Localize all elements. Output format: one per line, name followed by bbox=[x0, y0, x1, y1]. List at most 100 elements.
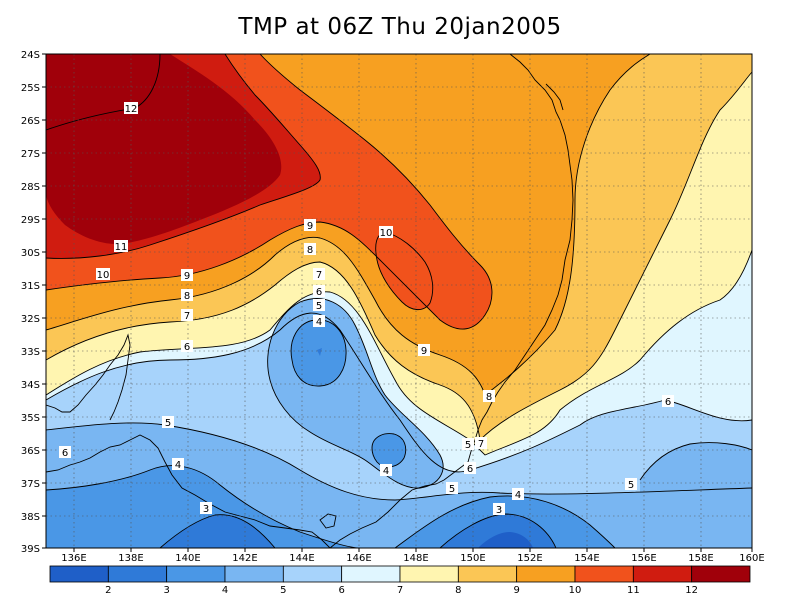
lat-tick-label: 32S bbox=[21, 314, 40, 325]
contour-label: 7 bbox=[313, 268, 325, 281]
contour-label: 6 bbox=[59, 446, 71, 459]
lat-tick-label: 26S bbox=[21, 116, 40, 127]
band-8-9 bbox=[46, 54, 752, 440]
lat-axis: 24S 25S 26S 27S 28S 29S 30S 31S 32S 33S … bbox=[21, 50, 46, 555]
svg-text:7: 7 bbox=[184, 311, 190, 322]
colorbar: 2 3 4 5 6 7 8 9 10 11 12 bbox=[49, 565, 751, 596]
band-lt-2-se bbox=[478, 532, 533, 548]
contour-label: 9 bbox=[304, 219, 316, 232]
contour-label: 9 bbox=[181, 269, 193, 282]
colorbar-swatch bbox=[224, 565, 284, 583]
contour-label: 5 bbox=[162, 416, 174, 429]
lat-tick-label: 25S bbox=[21, 83, 40, 94]
colorbar-swatch bbox=[516, 565, 576, 583]
contour-label: 4 bbox=[172, 458, 184, 471]
contour-label: 4 bbox=[380, 464, 392, 477]
svg-text:9: 9 bbox=[421, 346, 427, 357]
plot-frame bbox=[45, 53, 753, 549]
svg-text:4: 4 bbox=[175, 460, 181, 471]
colorbar-label: 3 bbox=[163, 585, 169, 596]
contour-label: 9 bbox=[418, 344, 430, 357]
contour-label: 6 bbox=[313, 285, 325, 298]
colorbar-swatch bbox=[282, 565, 343, 583]
grid bbox=[46, 54, 752, 548]
svg-text:5: 5 bbox=[316, 301, 322, 312]
contour-label-group: 12 11 10 9 8 7 6 5 4 3 10 9 8 9 8 7 6 5 … bbox=[59, 102, 674, 516]
colorbar-label: 7 bbox=[397, 585, 403, 596]
svg-text:4: 4 bbox=[316, 317, 322, 328]
svg-text:11: 11 bbox=[115, 242, 128, 253]
band-9-10 bbox=[46, 54, 650, 395]
colorbar-swatch bbox=[166, 565, 226, 583]
svg-text:3: 3 bbox=[496, 505, 502, 516]
colorbar-label: 5 bbox=[280, 585, 286, 596]
band-6-7 bbox=[46, 250, 752, 472]
lon-tick-label: 160E bbox=[739, 553, 764, 564]
svg-text:5: 5 bbox=[465, 440, 471, 451]
colorbar-swatch bbox=[632, 565, 693, 583]
svg-text:7: 7 bbox=[316, 270, 322, 281]
lon-tick-label: 144E bbox=[289, 553, 314, 564]
colorbar-label: 2 bbox=[105, 585, 111, 596]
contour-label: 3 bbox=[493, 503, 505, 516]
lat-tick-label: 29S bbox=[21, 215, 40, 226]
lat-tick-label: 33S bbox=[21, 347, 40, 358]
contour-label: 5 bbox=[313, 299, 325, 312]
lon-tick-label: 140E bbox=[175, 553, 200, 564]
lon-axis: 136E 138E 140E 142E 144E 146E 148E 150E … bbox=[61, 548, 765, 564]
svg-text:5: 5 bbox=[165, 418, 171, 429]
lat-tick-label: 39S bbox=[21, 544, 40, 555]
lat-tick-label: 28S bbox=[21, 182, 40, 193]
lon-tick-label: 150E bbox=[460, 553, 485, 564]
contour-label: 5 bbox=[462, 438, 474, 451]
lon-tick-label: 146E bbox=[346, 553, 371, 564]
chart-title: TMP at 06Z Thu 20jan2005 bbox=[238, 14, 562, 40]
contour-label: 8 bbox=[181, 289, 193, 302]
colorbar-label: 6 bbox=[338, 585, 344, 596]
lon-tick-label: 156E bbox=[631, 553, 656, 564]
colorbar-swatch bbox=[49, 565, 109, 583]
svg-text:7: 7 bbox=[478, 439, 484, 450]
lat-tick-label: 37S bbox=[21, 479, 40, 490]
lon-tick-label: 138E bbox=[118, 553, 143, 564]
band-4-5-east bbox=[640, 442, 752, 500]
lat-tick-label: 27S bbox=[21, 149, 40, 160]
contour-label: 6 bbox=[662, 395, 674, 408]
band-2-3-center bbox=[317, 348, 322, 356]
coastline bbox=[46, 54, 574, 548]
svg-text:10: 10 bbox=[380, 228, 393, 239]
lat-tick-label: 35S bbox=[21, 413, 40, 424]
svg-text:8: 8 bbox=[307, 245, 313, 256]
colorbar-swatch bbox=[341, 565, 401, 583]
colorbar-label: 12 bbox=[685, 585, 698, 596]
colorbar-label: 9 bbox=[513, 585, 519, 596]
colorbar-swatch bbox=[691, 565, 751, 583]
band-7-8 bbox=[46, 72, 752, 455]
band-10-11-blob bbox=[375, 232, 433, 310]
svg-text:8: 8 bbox=[486, 392, 492, 403]
svg-text:4: 4 bbox=[515, 490, 521, 501]
colorbar-swatch bbox=[107, 565, 168, 583]
lat-tick-label: 31S bbox=[21, 281, 40, 292]
lon-tick-label: 152E bbox=[517, 553, 542, 564]
lon-tick-label: 142E bbox=[232, 553, 257, 564]
contour-label: 3 bbox=[200, 502, 212, 515]
filled-contours bbox=[46, 54, 752, 548]
svg-text:6: 6 bbox=[62, 448, 68, 459]
colorbar-swatch bbox=[574, 565, 634, 583]
contour-label: 11 bbox=[114, 240, 128, 253]
contour-label: 6 bbox=[464, 462, 476, 475]
contour-label: 10 bbox=[96, 268, 110, 281]
svg-text:12: 12 bbox=[125, 104, 138, 115]
lat-tick-label: 36S bbox=[21, 446, 40, 457]
svg-text:3: 3 bbox=[203, 504, 209, 515]
svg-text:9: 9 bbox=[184, 271, 190, 282]
svg-text:6: 6 bbox=[467, 464, 473, 475]
colorbar-label: 4 bbox=[222, 585, 228, 596]
contour-label: 6 bbox=[181, 340, 193, 353]
colorbar-label: 10 bbox=[569, 585, 582, 596]
colorbar-swatch bbox=[457, 565, 518, 583]
lon-tick-label: 148E bbox=[403, 553, 428, 564]
contour-label: 4 bbox=[313, 315, 325, 328]
